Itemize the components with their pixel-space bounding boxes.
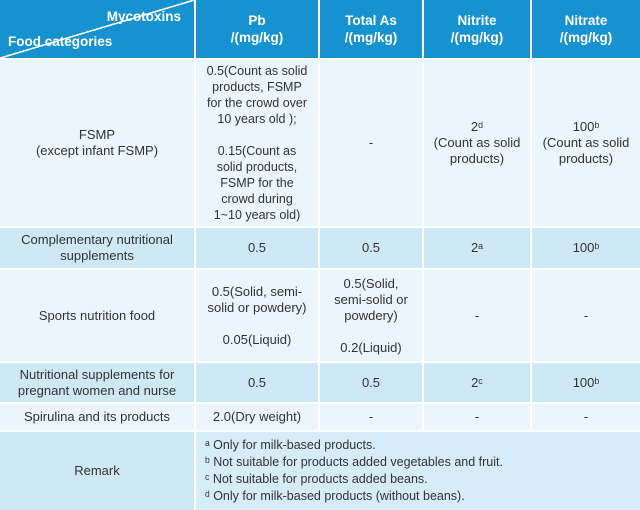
fsmp-nitrate-value: 100ᵇ (Count as solid products): [532, 60, 640, 228]
remark-note-d: ᵈ Only for milk-based products (without …: [205, 489, 465, 503]
column-header-unit: /(mg/kg): [559, 30, 613, 45]
pregnant-pb-value: 0.5: [196, 363, 320, 404]
complementary-total-as-value: 0.5: [320, 228, 424, 270]
complementary-category-cell: Complementary nutritional supplements: [0, 228, 196, 270]
column-header-unit: /(mg/kg): [344, 30, 398, 45]
fsmp-pb-value: 0.5(Count as solid products, FSMP for th…: [196, 60, 320, 228]
remark-note-a: ᵃ Only for milk-based products.: [205, 438, 376, 452]
column-header-total-as: Total As /(mg/kg): [320, 0, 424, 60]
spirulina-nitrate-value: -: [532, 404, 640, 432]
remark-label-cell: Remark: [0, 432, 196, 510]
column-header-nitrate: Nitrate /(mg/kg): [532, 0, 640, 60]
sports-pb-value: 0.5(Solid, semi- solid or powdery) 0.05(…: [196, 270, 320, 363]
complementary-pb-value: 0.5: [196, 228, 320, 270]
complementary-nitrite-value: 2ᵃ: [424, 228, 532, 270]
remark-note-b: ᵇ Not suitable for products added vegeta…: [205, 455, 503, 469]
fsmp-total-as-value: -: [320, 60, 424, 228]
pregnant-total-as-value: 0.5: [320, 363, 424, 404]
sports-total-as-value: 0.5(Solid, semi-solid or powdery) 0.2(Li…: [320, 270, 424, 363]
column-header-pb: Pb /(mg/kg): [196, 0, 320, 60]
corner-header-cell: Mycotoxins Food categories: [0, 0, 196, 60]
spirulina-category-cell: Spirulina and its products: [0, 404, 196, 432]
column-header-label: Nitrite: [457, 13, 497, 28]
sports-nitrite-value: -: [424, 270, 532, 363]
fsmp-nitrite-value: 2ᵈ (Count as solid products): [424, 60, 532, 228]
pregnant-category-cell: Nutritional supplements for pregnant wom…: [0, 363, 196, 404]
sports-nitrate-value: -: [532, 270, 640, 363]
column-header-label: Nitrate: [564, 13, 608, 28]
pregnant-nitrite-value: 2ᶜ: [424, 363, 532, 404]
spirulina-pb-value: 2.0(Dry weight): [196, 404, 320, 432]
remark-notes-cell: ᵃ Only for milk-based products. ᵇ Not su…: [196, 432, 640, 510]
spirulina-total-as-value: -: [320, 404, 424, 432]
column-header-label: Total As: [345, 13, 397, 28]
row-axis-label: Food categories: [8, 34, 113, 49]
column-header-unit: /(mg/kg): [450, 30, 504, 45]
sports-category-cell: Sports nutrition food: [0, 270, 196, 363]
column-header-nitrite: Nitrite /(mg/kg): [424, 0, 532, 60]
column-header-label: Pb: [248, 13, 266, 28]
column-header-unit: /(mg/kg): [230, 30, 284, 45]
pregnant-nitrate-value: 100ᵇ: [532, 363, 640, 404]
column-axis-label: Mycotoxins: [106, 9, 181, 24]
fsmp-category-cell: FSMP (except infant FSMP): [0, 60, 196, 228]
remark-note-c: ᶜ Not suitable for products added beans.: [205, 472, 428, 486]
spirulina-nitrite-value: -: [424, 404, 532, 432]
complementary-nitrate-value: 100ᵇ: [532, 228, 640, 270]
